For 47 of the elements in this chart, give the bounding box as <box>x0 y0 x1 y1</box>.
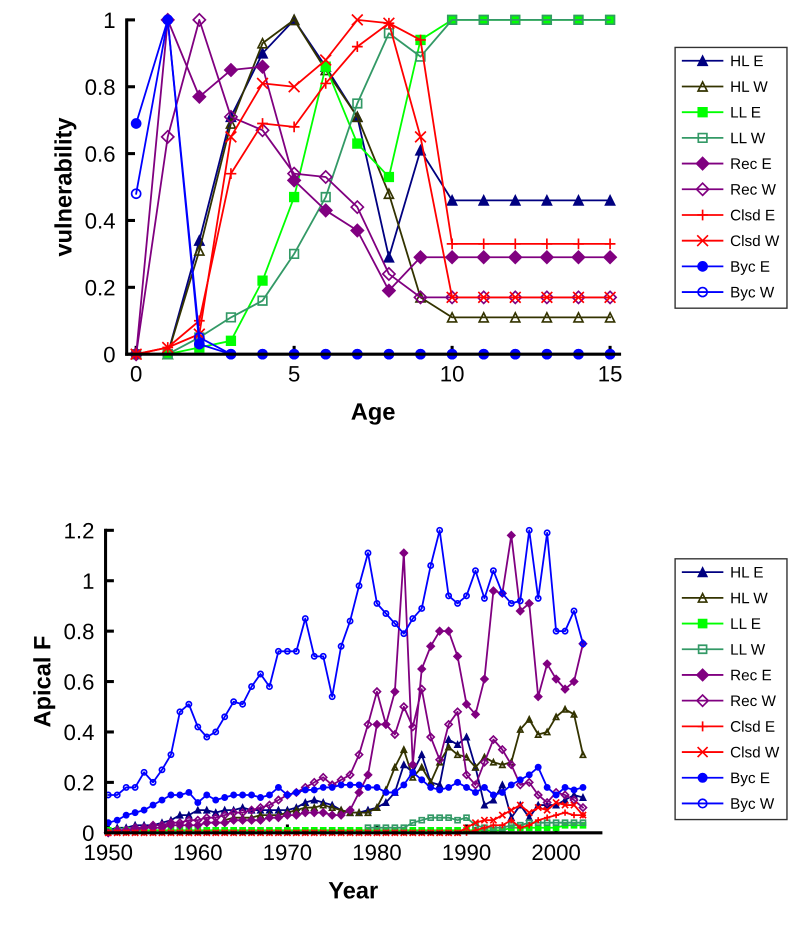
legend-label: HL W <box>731 81 768 92</box>
legend-label: HL E <box>731 56 763 66</box>
legend-label: Byc E <box>731 772 770 786</box>
x-axis-title: Age <box>351 403 395 425</box>
y-tick-label: 0.6 <box>86 146 115 162</box>
legend-label: Rec E <box>731 158 772 170</box>
legend-label: Clsd W <box>730 234 780 246</box>
y-tick-label: 0.4 <box>64 724 94 740</box>
x-tick-label: 1970 <box>264 844 312 860</box>
legend-label: LL W <box>731 644 766 655</box>
legend-label: LL E <box>731 618 760 629</box>
legend-label: Clsd E <box>730 209 774 220</box>
legend-label: LL W <box>731 132 766 144</box>
x-tick-label: 1980 <box>354 844 401 860</box>
x-tick-label: 5 <box>288 366 300 382</box>
x-tick-label: 1990 <box>444 844 490 860</box>
y-tick-label: 1 <box>104 12 114 28</box>
legend-label: LL E <box>731 107 760 118</box>
y-tick-label: 0.8 <box>64 624 94 640</box>
y-tick-label: 0.4 <box>86 212 115 229</box>
y-tick-label: 0.2 <box>64 774 94 791</box>
y-tick-label: 0.8 <box>86 79 115 96</box>
legend-label: HL E <box>731 566 763 578</box>
y-axis-title: vulnerability <box>54 118 76 256</box>
legend-label: HL W <box>731 592 768 604</box>
legend-label: Rec W <box>731 695 776 706</box>
x-tick-label: 10 <box>441 366 464 382</box>
legend-label: Rec E <box>731 670 772 680</box>
y-axis-title: Apical F <box>33 636 56 727</box>
y-tick-label: 0 <box>104 346 115 362</box>
y-tick-label: 0.2 <box>86 280 114 296</box>
x-tick-label: 1950 <box>85 844 132 860</box>
legend-label: Byc E <box>731 261 770 275</box>
x-tick-label: 2000 <box>532 844 580 860</box>
x-tick-label: 0 <box>130 366 142 382</box>
x-tick-label: 1960 <box>174 844 222 860</box>
y-tick-label: 1.2 <box>65 522 94 538</box>
legend-label: Rec W <box>731 184 776 195</box>
legend-label: Byc W <box>731 286 774 301</box>
y-tick-label: 0.6 <box>64 674 94 690</box>
x-tick-label: 15 <box>599 366 622 382</box>
y-tick-label: 0 <box>82 825 94 842</box>
legend-label: Clsd E <box>730 720 774 732</box>
legend-label: Byc W <box>731 798 774 812</box>
y-tick-label: 1 <box>84 573 94 589</box>
x-axis-title: Year <box>328 882 378 899</box>
legend-label: Clsd W <box>730 746 780 758</box>
